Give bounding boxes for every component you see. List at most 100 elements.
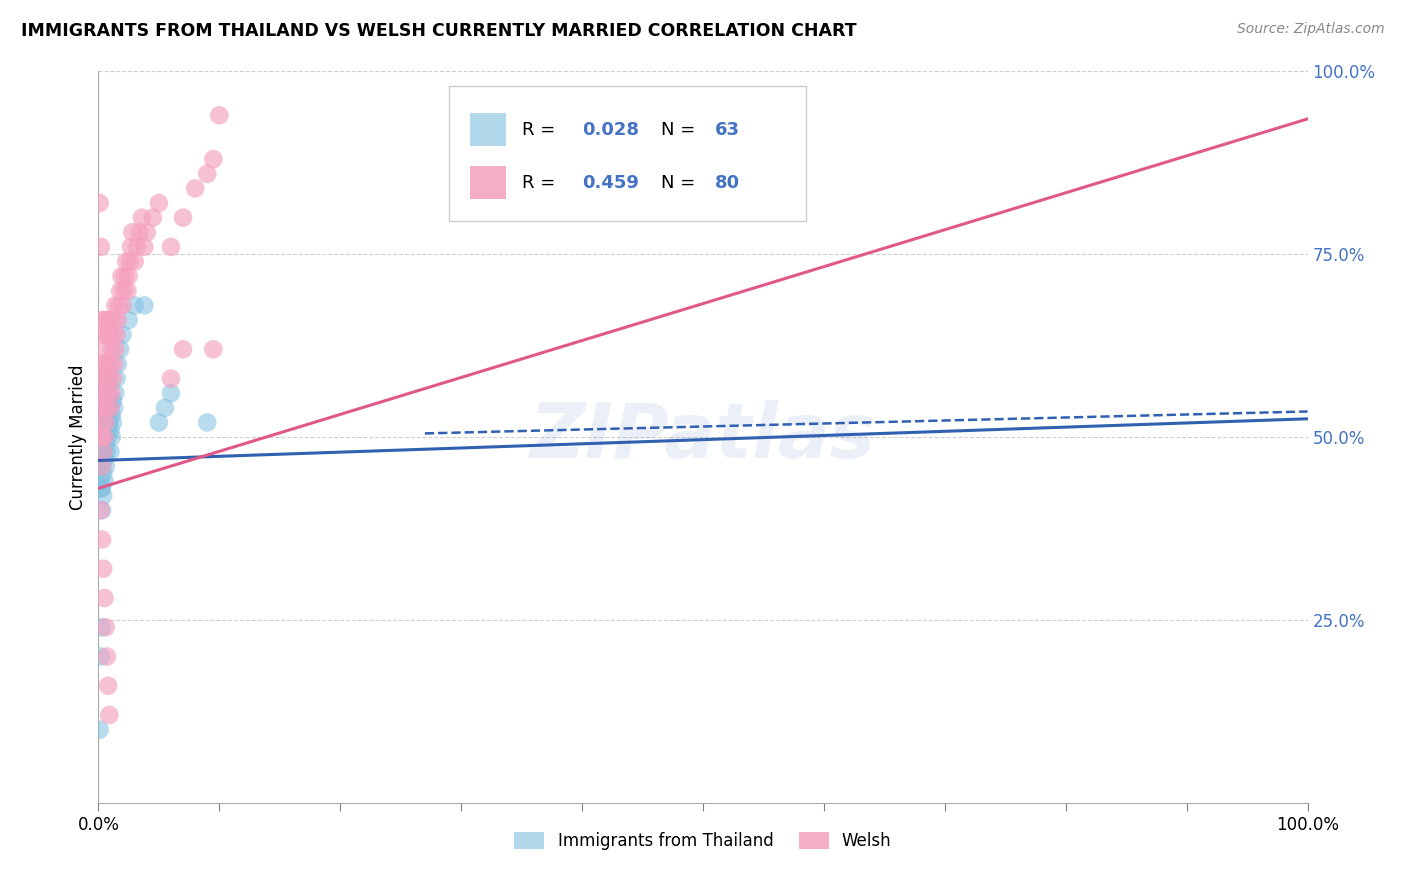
Point (128, 225, 150, 239)
Text: 80: 80 (716, 174, 740, 192)
Point (105, 371, 128, 385)
Point (98, 371, 121, 385)
Point (208, 108, 231, 122)
Text: ZIPatlas: ZIPatlas (530, 401, 876, 474)
Point (93, 430, 115, 444)
Point (131, 211, 153, 225)
Text: 63: 63 (716, 121, 740, 139)
Point (111, 298, 134, 312)
Point (94, 437, 117, 451)
Point (93, 401, 115, 415)
Point (202, 152, 225, 166)
Point (93, 357, 115, 371)
Point (91, 562, 114, 576)
Point (94, 386, 117, 401)
Point (103, 401, 125, 415)
Point (91, 357, 114, 371)
Point (110, 269, 132, 284)
Point (94, 416, 117, 430)
Point (89, 196, 111, 211)
Point (160, 386, 183, 401)
Point (105, 327, 128, 342)
Point (91, 467, 114, 481)
Point (98, 416, 121, 430)
Point (97, 408, 120, 422)
Point (94, 620, 117, 634)
Point (90, 430, 112, 444)
Point (96, 649, 118, 664)
Point (91, 459, 114, 474)
Point (91, 481, 114, 495)
Point (96, 401, 118, 415)
Text: Source: ZipAtlas.com: Source: ZipAtlas.com (1237, 22, 1385, 37)
Point (91, 620, 114, 634)
Point (96, 327, 118, 342)
Text: R =: R = (522, 174, 561, 192)
Point (90, 481, 112, 495)
Point (91, 327, 114, 342)
Point (96, 401, 118, 415)
Point (153, 401, 176, 415)
Point (91, 423, 114, 437)
Point (160, 240, 183, 254)
Point (111, 327, 134, 342)
Point (118, 269, 141, 284)
Point (89, 437, 111, 451)
Point (91, 401, 114, 415)
Point (91, 503, 114, 517)
Point (91, 459, 114, 474)
Point (90, 386, 112, 401)
Point (91, 416, 114, 430)
Text: IMMIGRANTS FROM THAILAND VS WELSH CURRENTLY MARRIED CORRELATION CHART: IMMIGRANTS FROM THAILAND VS WELSH CURREN… (21, 22, 856, 40)
Point (91, 401, 114, 415)
Point (93, 452, 115, 467)
Point (100, 357, 122, 371)
Point (108, 298, 131, 312)
Point (91, 444, 114, 458)
Point (148, 416, 170, 430)
Point (91, 371, 114, 385)
Point (97, 679, 120, 693)
Point (104, 298, 127, 312)
Point (97, 386, 120, 401)
Point (98, 327, 121, 342)
Point (172, 343, 194, 357)
Point (90, 474, 112, 488)
Point (195, 167, 218, 181)
Point (103, 357, 125, 371)
Point (91, 313, 114, 327)
Point (91, 489, 114, 503)
Point (90, 423, 112, 437)
Point (100, 430, 122, 444)
Text: N =: N = (661, 174, 700, 192)
FancyBboxPatch shape (449, 86, 806, 221)
Point (100, 444, 122, 458)
Point (100, 401, 122, 415)
Point (93, 386, 115, 401)
Point (90, 503, 112, 517)
Y-axis label: Currently Married: Currently Married (69, 364, 87, 510)
Point (93, 313, 115, 327)
Point (91, 444, 114, 458)
Bar (470, 113, 506, 146)
Point (91, 430, 114, 444)
Point (90, 649, 112, 664)
Point (90, 430, 112, 444)
Point (91, 533, 114, 547)
Point (121, 225, 143, 239)
Point (108, 284, 131, 298)
Point (96, 379, 118, 393)
Point (195, 416, 218, 430)
Point (104, 386, 127, 401)
Text: N =: N = (661, 121, 700, 139)
Point (89, 416, 111, 430)
Point (135, 225, 157, 239)
Point (89, 459, 111, 474)
Point (93, 474, 115, 488)
Point (142, 211, 165, 225)
Point (100, 343, 122, 357)
Point (108, 343, 131, 357)
Point (98, 708, 121, 723)
Point (120, 240, 142, 254)
Point (90, 408, 112, 422)
